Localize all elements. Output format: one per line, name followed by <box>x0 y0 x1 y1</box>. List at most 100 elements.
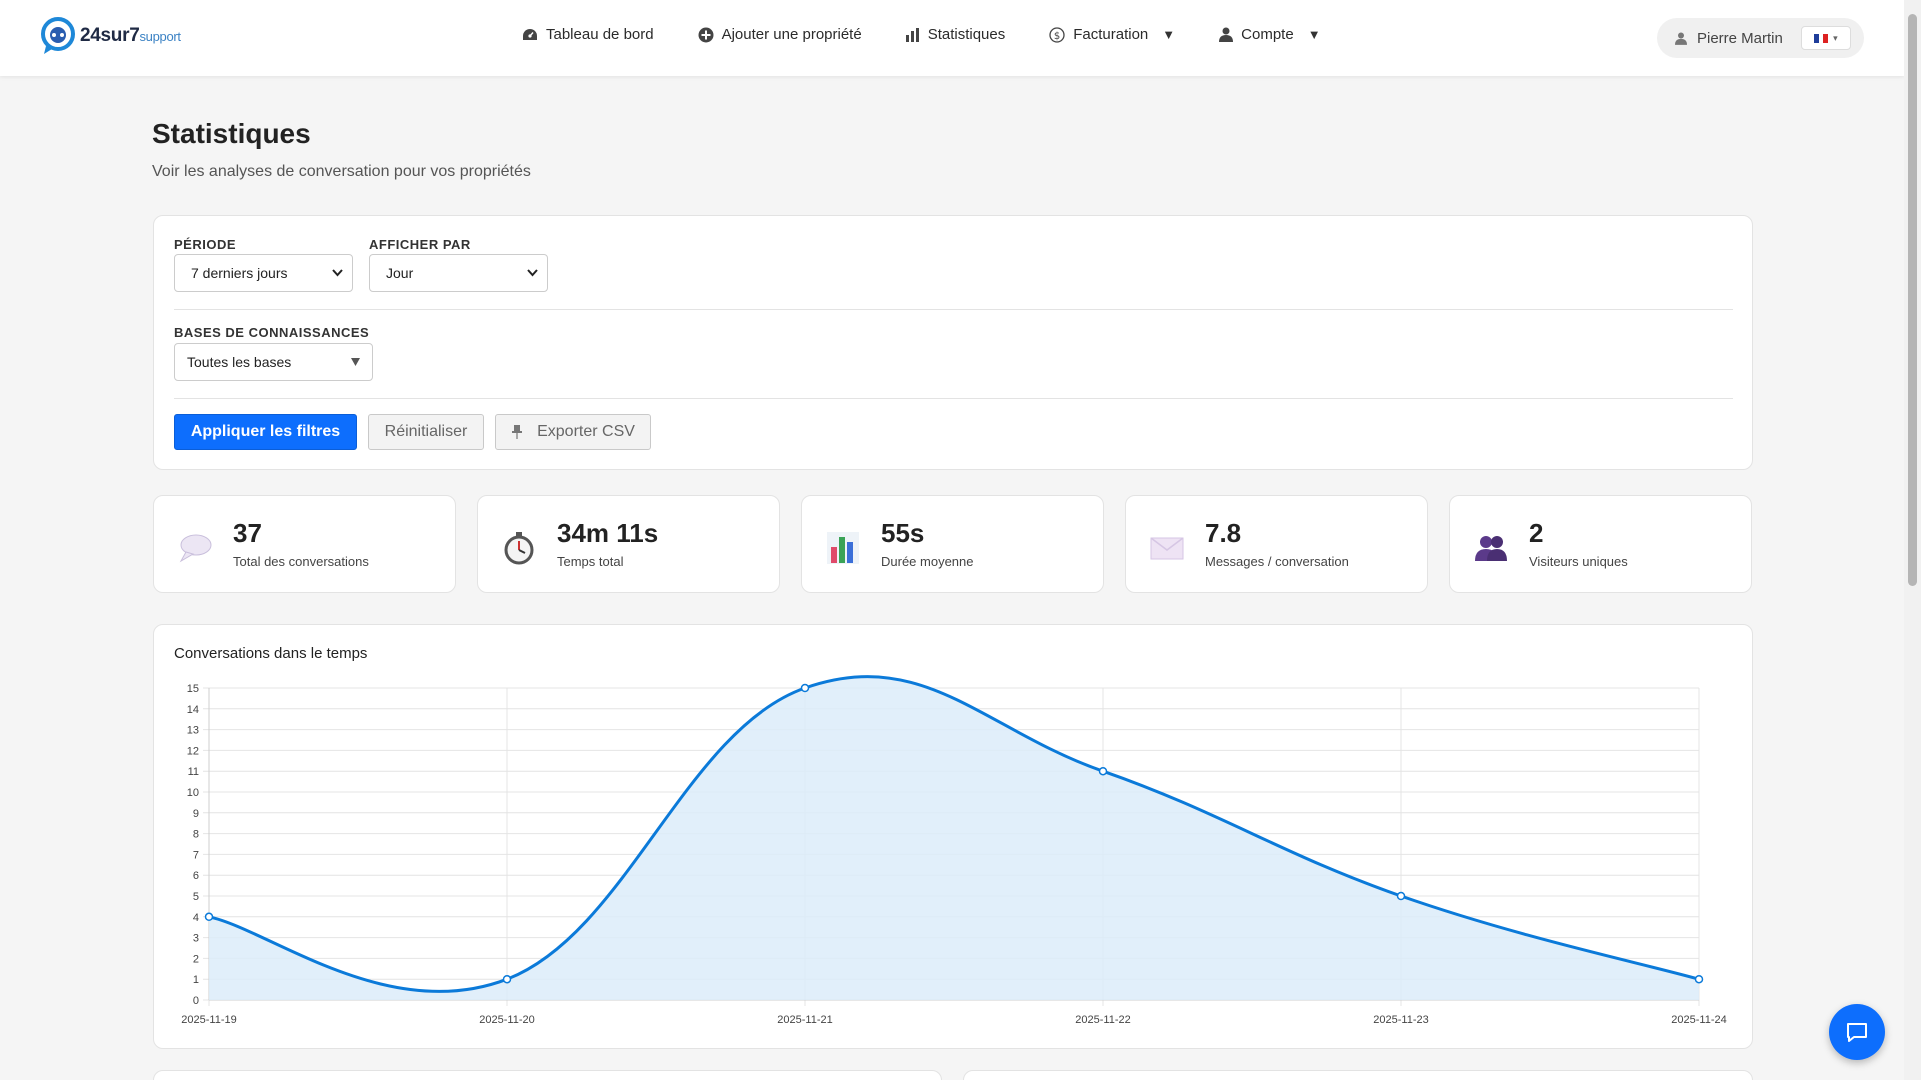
filters-card: PÉRIODE 7 derniers jours AFFICHER PAR Jo… <box>153 215 1753 470</box>
bar-chart-emoji-icon <box>827 532 859 564</box>
group-by-label: AFFICHER PAR <box>369 237 471 252</box>
period-label: PÉRIODE <box>174 237 237 252</box>
y-tick-label: 6 <box>193 870 199 882</box>
page-subtitle: Voir les analyses de conversation pour v… <box>152 163 531 180</box>
flag-fr-icon <box>1814 33 1829 43</box>
period-select[interactable]: 7 derniers jours <box>174 254 353 292</box>
user-menu[interactable]: Pierre Martin ▾ <box>1657 18 1864 58</box>
x-tick-label: 2025-11-19 <box>181 1014 236 1026</box>
x-tick-label: 2025-11-23 <box>1373 1014 1428 1026</box>
nav-compte[interactable]: Compte ▼ <box>1219 26 1321 43</box>
stat-card-average-duration: 55s Durée moyenne <box>801 495 1104 593</box>
x-tick-label: 2025-11-20 <box>479 1014 534 1026</box>
y-tick-label: 11 <box>188 766 199 778</box>
y-tick-label: 14 <box>187 704 199 716</box>
data-point <box>1694 974 1704 984</box>
data-point <box>502 974 512 984</box>
y-tick-label: 8 <box>193 829 199 841</box>
dashboard-icon <box>523 28 537 40</box>
period-value: 7 derniers jours <box>191 265 288 281</box>
nav-label: Ajouter une propriété <box>721 26 862 43</box>
reset-button[interactable]: Réinitialiser <box>368 414 484 450</box>
y-tick-label: 5 <box>193 891 199 903</box>
brand-name: 24sur7support <box>80 25 181 46</box>
nav-statistiques[interactable]: Statistiques <box>905 26 1006 43</box>
stat-card-conversations: 37 Total des conversations <box>153 495 456 593</box>
y-tick-label: 12 <box>187 745 199 757</box>
page-scrollbar[interactable] <box>1904 0 1921 1080</box>
chevron-down-icon: ▾ <box>1833 32 1838 43</box>
group-by-select[interactable]: Jour <box>369 254 548 292</box>
dollar-circle-icon: $ <box>1049 26 1065 43</box>
data-point <box>1396 891 1406 901</box>
data-point <box>1098 766 1108 776</box>
stat-value: 2 <box>1529 518 1544 548</box>
nav-label: Tableau de bord <box>546 26 654 43</box>
y-tick-label: 3 <box>193 933 199 945</box>
svg-text:$: $ <box>1054 31 1060 42</box>
user-icon <box>1675 32 1687 45</box>
knowledge-base-select[interactable]: Toutes les bases <box>174 343 373 381</box>
stat-label: Temps total <box>557 554 624 569</box>
nav-tableau-de-bord[interactable]: Tableau de bord <box>522 26 654 43</box>
stat-value: 55s <box>881 518 925 548</box>
series-area-fill <box>209 676 1699 1000</box>
bar-chart-icon <box>905 27 919 42</box>
chevron-down-icon <box>332 269 343 277</box>
knowledge-base-label: BASES DE CONNAISSANCES <box>174 325 370 340</box>
nav-label: Statistiques <box>927 26 1006 43</box>
export-label: Exporter CSV <box>537 423 635 440</box>
stat-label: Messages / conversation <box>1205 554 1349 569</box>
stopwatch-icon <box>504 532 534 565</box>
scrollbar-thumb[interactable] <box>1908 14 1917 586</box>
stat-value: 7.8 <box>1205 518 1242 548</box>
nav-ajouter-propriete[interactable]: Ajouter une propriété <box>698 26 862 43</box>
stat-label: Total des conversations <box>233 554 369 569</box>
apply-filters-button[interactable]: Appliquer les filtres <box>174 414 357 450</box>
nav-facturation[interactable]: $ Facturation ▼ <box>1049 26 1175 43</box>
chat-icon <box>1847 1023 1867 1042</box>
chat-launcher-button[interactable] <box>1829 1004 1885 1060</box>
export-csv-button[interactable]: Exporter CSV <box>495 414 651 450</box>
main-nav: Tableau de bord Ajouter une propriété St… <box>522 26 1365 43</box>
stat-value: 34m 11s <box>557 518 659 548</box>
x-tick-label: 2025-11-21 <box>777 1014 832 1026</box>
pushpin-icon <box>512 425 523 439</box>
top-navbar: 24sur7support Tableau de bord Ajouter un… <box>0 0 1904 76</box>
knowledge-base-value: Toutes les bases <box>187 354 292 370</box>
stat-card-total-time: 34m 11s Temps total <box>477 495 780 593</box>
nav-label: Facturation <box>1073 26 1149 43</box>
divider <box>174 398 1733 399</box>
divider <box>174 309 1733 310</box>
envelope-icon <box>1150 537 1184 560</box>
y-tick-label: 0 <box>193 995 199 1007</box>
language-selector[interactable]: ▾ <box>1800 26 1851 50</box>
x-tick-label: 2025-11-24 <box>1671 1014 1726 1026</box>
x-tick-label: 2025-11-22 <box>1075 1014 1130 1026</box>
stat-label: Visiteurs uniques <box>1529 554 1628 569</box>
y-tick-label: 2 <box>193 953 199 965</box>
y-tick-label: 9 <box>193 808 199 820</box>
secondary-card-right <box>963 1070 1753 1080</box>
user-name: Pierre Martin <box>1697 29 1783 47</box>
nav-label: Compte <box>1241 26 1294 43</box>
series-line <box>208 675 1700 993</box>
chevron-down-icon <box>527 269 538 277</box>
stat-label: Durée moyenne <box>881 554 974 569</box>
stat-card-unique-visitors: 2 Visiteurs uniques <box>1449 495 1752 593</box>
chevron-down-icon: ▼ <box>1162 27 1176 42</box>
brand-logo[interactable]: 24sur7support <box>40 16 181 56</box>
chart-title: Conversations dans le temps <box>174 645 368 662</box>
y-tick-label: 1 <box>193 974 199 986</box>
caret-down-icon <box>351 358 360 366</box>
y-tick-label: 7 <box>193 849 199 861</box>
chevron-down-icon: ▼ <box>1307 27 1321 42</box>
logo-icon <box>41 17 75 54</box>
y-tick-label: 13 <box>187 725 199 737</box>
data-point <box>800 683 810 693</box>
conversations-chart-card: Conversations dans le temps 0 1 2 3 4 5 6 7 8 9 10… <box>153 624 1753 1049</box>
page-title: Statistiques <box>152 118 311 149</box>
users-icon <box>1475 536 1507 561</box>
y-tick-label: 15 <box>187 683 199 695</box>
